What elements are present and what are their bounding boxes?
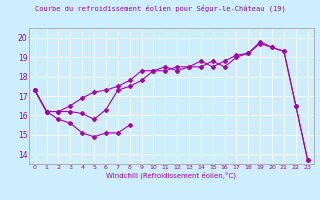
Text: Courbe du refroidissement éolien pour Ségur-le-Château (19): Courbe du refroidissement éolien pour Sé… — [35, 4, 285, 11]
X-axis label: Windchill (Refroidissement éolien,°C): Windchill (Refroidissement éolien,°C) — [106, 172, 236, 179]
